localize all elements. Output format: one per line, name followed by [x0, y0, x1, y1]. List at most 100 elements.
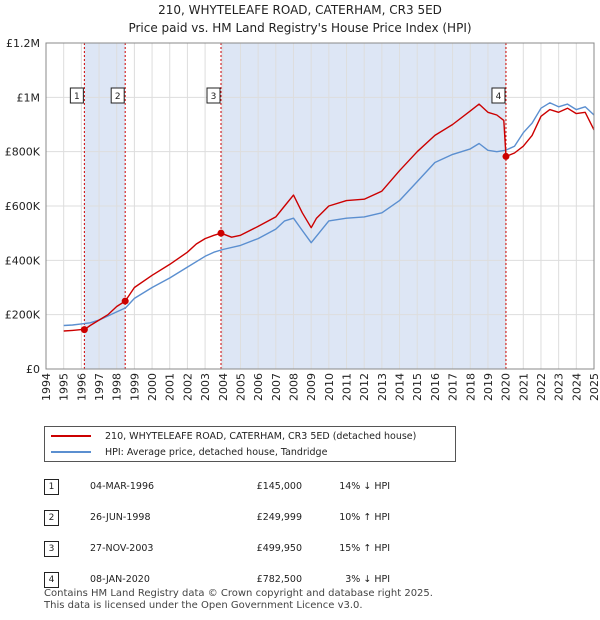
sale-price: £249,999: [256, 512, 302, 523]
x-tick-label: 2025: [588, 373, 600, 401]
sale-hpi-cell: 10% ↑ HPI: [302, 502, 390, 533]
sale-number-cell: 1: [44, 471, 90, 502]
y-tick-label: £0: [26, 363, 40, 376]
sale-hpi: 10% ↑ HPI: [339, 512, 390, 523]
sale-hpi-cell: 15% ↑ HPI: [302, 533, 390, 564]
sale-box-1: [69, 87, 84, 104]
x-tick-label: 1999: [128, 373, 141, 401]
x-tick-label: 1997: [93, 373, 106, 401]
sale-row: 1 04-MAR-1996 £145,000 14% ↓ HPI: [44, 471, 390, 502]
sale-marker-2: [121, 297, 129, 305]
sale-hpi-cell: 14% ↓ HPI: [302, 471, 390, 502]
sale-date-cell: 27-NOV-2003: [90, 533, 210, 564]
sale-box-label-3: 3: [211, 92, 217, 102]
sale-date-cell: 04-MAR-1996: [90, 471, 210, 502]
sale-row: 3 27-NOV-2003 £499,950 15% ↑ HPI: [44, 533, 390, 564]
sale-date: 08-JAN-2020: [90, 574, 150, 585]
sale-hpi: 15% ↑ HPI: [339, 543, 390, 554]
footer-copyright: Contains HM Land Registry data © Crown c…: [44, 588, 433, 599]
price-chart: 210, WHYTELEAFE ROAD, CATERHAM, CR3 5ED …: [5, 3, 600, 401]
sale-marker-4: [502, 152, 510, 160]
sales-table: 1 04-MAR-1996 £145,000 14% ↓ HPI 2 26-JUN-199…: [44, 471, 390, 595]
x-tick-label: 2000: [146, 373, 159, 401]
x-tick-label: 1996: [75, 373, 88, 401]
legend-swatch-property: [51, 435, 91, 437]
y-tick-label: £600K: [5, 200, 41, 213]
legend-item-hpi: HPI: Average price, detached house, Tand…: [51, 445, 327, 459]
x-tick-label: 2012: [358, 373, 371, 401]
x-tick-label: 2007: [270, 373, 283, 401]
footer: Contains HM Land Registry data © Crown c…: [44, 588, 433, 612]
x-tick-label: 2019: [482, 373, 495, 401]
x-tick-label: 2015: [411, 373, 424, 401]
x-tick-label: 2003: [199, 373, 212, 401]
chart-title: 210, WHYTELEAFE ROAD, CATERHAM, CR3 5ED: [158, 3, 442, 17]
x-tick-label: 1994: [40, 373, 53, 401]
sale-box-label-4: 4: [496, 92, 502, 102]
sale-number-cell: 3: [44, 533, 90, 564]
sale-row: 4 08-JAN-2020 £782,500 3% ↓ HPI: [44, 564, 390, 595]
sale-date-cell: 08-JAN-2020: [90, 564, 210, 595]
plot-frame: [45, 42, 595, 370]
legend-label-property: 210, WHYTELEAFE ROAD, CATERHAM, CR3 5ED …: [105, 430, 417, 442]
chart-subtitle: Price paid vs. HM Land Registry's House …: [128, 21, 471, 35]
sale-number: 3: [44, 540, 59, 557]
x-tick-label: 2024: [570, 373, 583, 401]
y-tick-label: £1.2M: [6, 37, 40, 50]
sale-box-3: [206, 87, 221, 104]
x-tick-label: 2016: [429, 373, 442, 401]
y-tick-label: £800K: [5, 146, 41, 159]
x-tick-label: 2008: [287, 373, 300, 401]
hpi-line: [63, 102, 595, 327]
legend-item-property: 210, WHYTELEAFE ROAD, CATERHAM, CR3 5ED …: [51, 429, 416, 443]
x-tick-label: 2021: [517, 373, 530, 401]
sale-date: 04-MAR-1996: [90, 481, 155, 492]
sale-marker-3: [217, 229, 225, 237]
sale-number: 4: [44, 571, 59, 588]
sale-date: 26-JUN-1998: [90, 512, 151, 523]
x-tick-label: 2010: [323, 373, 336, 401]
sale-price-cell: £249,999: [210, 502, 302, 533]
x-tick-label: 2020: [500, 373, 513, 401]
sale-price-cell: £499,950: [210, 533, 302, 564]
sale-box-2: [110, 87, 125, 104]
x-tick-label: 2017: [447, 373, 460, 401]
x-tick-label: 2009: [305, 373, 318, 401]
footer-licence: This data is licensed under the Open Gov…: [44, 600, 363, 611]
x-tick-label: 2013: [376, 373, 389, 401]
sale-number-cell: 2: [44, 502, 90, 533]
sale-price: £145,000: [256, 481, 302, 492]
y-tick-label: £400K: [5, 254, 41, 267]
legend-label-hpi: HPI: Average price, detached house, Tand…: [105, 446, 328, 458]
sale-row: 2 26-JUN-1998 £249,999 10% ↑ HPI: [44, 502, 390, 533]
sale-marker-1: [80, 326, 88, 334]
x-tick-label: 1995: [58, 373, 71, 401]
sale-price: £499,950: [256, 543, 302, 554]
sale-price-cell: £145,000: [210, 471, 302, 502]
x-tick-label: 2006: [252, 373, 265, 401]
x-tick-label: 2014: [394, 373, 407, 401]
x-tick-label: 2023: [553, 373, 566, 401]
x-tick-label: 2005: [234, 373, 247, 401]
sale-date: 27-NOV-2003: [90, 543, 154, 554]
x-tick-label: 2001: [164, 373, 177, 401]
sale-hpi-cell: 3% ↓ HPI: [302, 564, 390, 595]
sale-number-cell: 4: [44, 564, 90, 595]
sale-hpi: 3% ↓ HPI: [345, 574, 390, 585]
sale-box-label-1: 1: [74, 92, 80, 102]
sale-price-cell: £782,500: [210, 564, 302, 595]
x-tick-label: 1998: [111, 373, 124, 401]
y-tick-label: £1M: [17, 91, 41, 104]
sale-price: £782,500: [256, 574, 302, 585]
sale-box-4: [491, 87, 506, 104]
y-tick-label: £200K: [5, 309, 41, 322]
x-tick-label: 2011: [341, 373, 354, 401]
sale-number: 1: [44, 478, 59, 495]
sale-hpi: 14% ↓ HPI: [339, 481, 390, 492]
legend: 210, WHYTELEAFE ROAD, CATERHAM, CR3 5ED …: [44, 426, 456, 462]
x-tick-label: 2004: [217, 373, 230, 401]
sale-box-label-2: 2: [115, 92, 121, 102]
sale-number: 2: [44, 509, 59, 526]
sale-date-cell: 26-JUN-1998: [90, 502, 210, 533]
x-tick-label: 2002: [181, 373, 194, 401]
